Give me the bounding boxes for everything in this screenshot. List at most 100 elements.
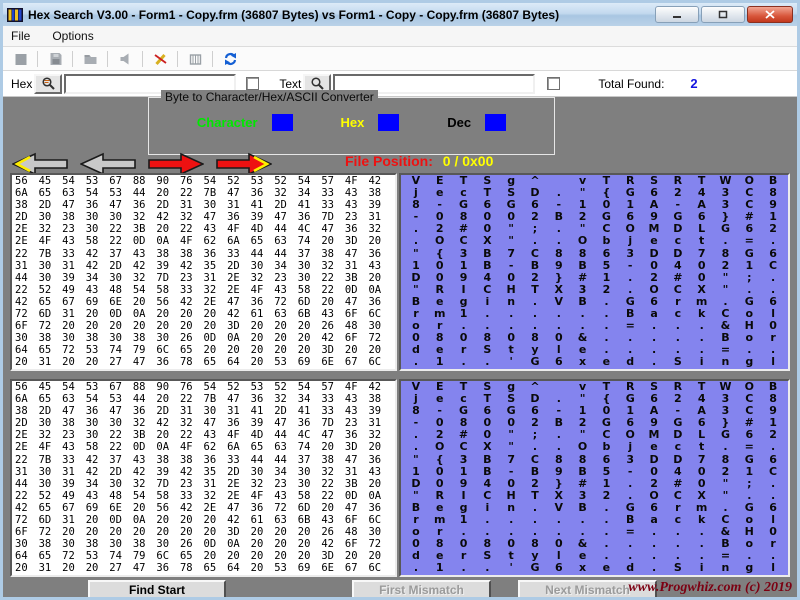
hex-byte: 3D [227,526,240,539]
char-cell: . [747,488,752,502]
folder-button[interactable] [77,49,103,69]
stop-button[interactable] [7,49,33,69]
hex-byte: 38 [132,332,146,345]
char-cell: r [460,343,467,357]
char-cell: . [771,282,776,296]
hex-byte: 44 [250,247,264,260]
char-cell: V [411,174,421,187]
char-cell: O [625,428,635,442]
hex-byte: 42 [179,465,193,478]
hex-byte: 53 [250,381,264,393]
char-cell: H [506,282,516,296]
char-cell: = [744,234,754,248]
hex-byte: 48 [109,283,122,296]
hex-byte: 6C [368,356,382,369]
menu-item-file[interactable]: File [11,29,31,43]
hex-byte: 30 [203,199,217,212]
hex-byte: 67 [344,356,358,369]
hex-byte: 63 [274,308,287,321]
char-cell: X [483,234,492,248]
char-cell: 9 [459,476,468,490]
hex-byte: 30 [38,211,52,224]
hex-search-button[interactable] [34,73,63,94]
char-cell: 0 [650,258,658,272]
hex-byte: 64 [15,550,28,563]
title-bar: Hex Search V3.00 - Form1 - Copy.frm (368… [3,3,797,26]
hex-byte: 64 [15,344,28,357]
hex-byte: 76 [179,381,193,393]
char-cell: G [625,392,635,406]
total-found-label: Total Found: [598,76,665,91]
char-cell: 0 [435,210,444,224]
hex-byte: 23 [344,417,358,430]
hex-byte: 47 [274,211,287,224]
printer-button[interactable] [182,49,208,69]
hex-byte: 2D [227,259,240,272]
hex-byte: 4F [344,175,358,187]
char-cell: . [509,525,514,539]
char-cell: B [483,258,492,272]
char-cell: g [745,355,754,369]
hex-byte: 6F [344,514,358,527]
char-cell: 7 [507,246,515,260]
char-cell: D [530,186,540,200]
hex-byte: 30 [109,417,122,430]
char-cell: 3 [721,198,730,212]
hex-row: 42 65 67 69 6E 20 56 42 2E 47 36 72 6D 20 47 36 [12,502,395,514]
close-button[interactable] [747,6,793,23]
step-forward-arrow-button[interactable] [148,152,204,176]
hex-byte: 32 [321,259,334,272]
text-search-checkbox[interactable] [547,77,561,90]
hex-byte: 65 [38,344,52,357]
char-cell: 1 [626,198,635,212]
char-cell: . [628,282,633,296]
char-cell: . [628,549,633,563]
find-start-button[interactable]: Find Start [88,580,226,597]
char-cell: 3 [626,246,635,260]
hex-byte: 48 [109,489,122,502]
char-cell: e [435,186,444,200]
hex-byte: 22 [321,271,334,284]
hex-byte: 65 [38,550,52,563]
hex-byte: 20 [62,526,75,539]
char-cell: A [649,198,659,212]
hex-search-input[interactable] [64,73,237,94]
char-cell: i [485,294,490,308]
step-back-arrow-button[interactable] [80,152,136,176]
hex-byte: 34 [274,259,287,272]
char-cell: H [744,525,754,539]
hex-search-checkbox[interactable] [246,77,260,90]
char-cell: 0 [435,258,444,272]
char-cell: m [433,513,446,527]
hex-byte: 69 [85,295,99,308]
char-cell: H [744,319,754,333]
char-cell: . [532,513,538,527]
wand-button[interactable] [147,49,173,69]
char-cell: E [435,380,444,393]
menu-item-options[interactable]: Options [52,29,94,43]
file1-hex-grid[interactable]: 56 45 54 53 67 88 90 76 54 52 53 52 54 57 4F 42 6A 65 63 54… [10,173,397,371]
hex-row: 20 31 20 20 27 47 36 78 65 64 20 53 69 6E 67 6C [12,356,395,368]
fast-back-arrow-button[interactable] [12,152,68,176]
file-position-label: File Position: [345,153,433,169]
restore-button[interactable] [701,6,745,23]
fast-forward-arrow-button[interactable] [216,152,272,176]
minimize-button[interactable] [655,6,699,23]
hex-byte: 34 [85,271,99,284]
char-cell: C [721,513,730,527]
hex-byte: 30 [297,477,311,490]
hex-byte: 30 [38,271,52,284]
file2-hex-grid[interactable]: 56 45 54 53 67 88 90 76 54 52 53 52 54 57 4F 42 6A 65 63 54… [10,379,397,577]
char-cell: r [770,537,776,551]
text-search-input[interactable] [333,73,536,94]
char-cell: C [745,392,754,406]
refresh-button[interactable] [217,49,243,69]
char-cell: - [675,198,681,212]
close-icon [765,10,775,19]
hex-byte: 38 [368,187,382,200]
speaker-button[interactable] [112,49,138,69]
char-cell: 1 [459,464,468,478]
save-button[interactable] [42,49,68,69]
